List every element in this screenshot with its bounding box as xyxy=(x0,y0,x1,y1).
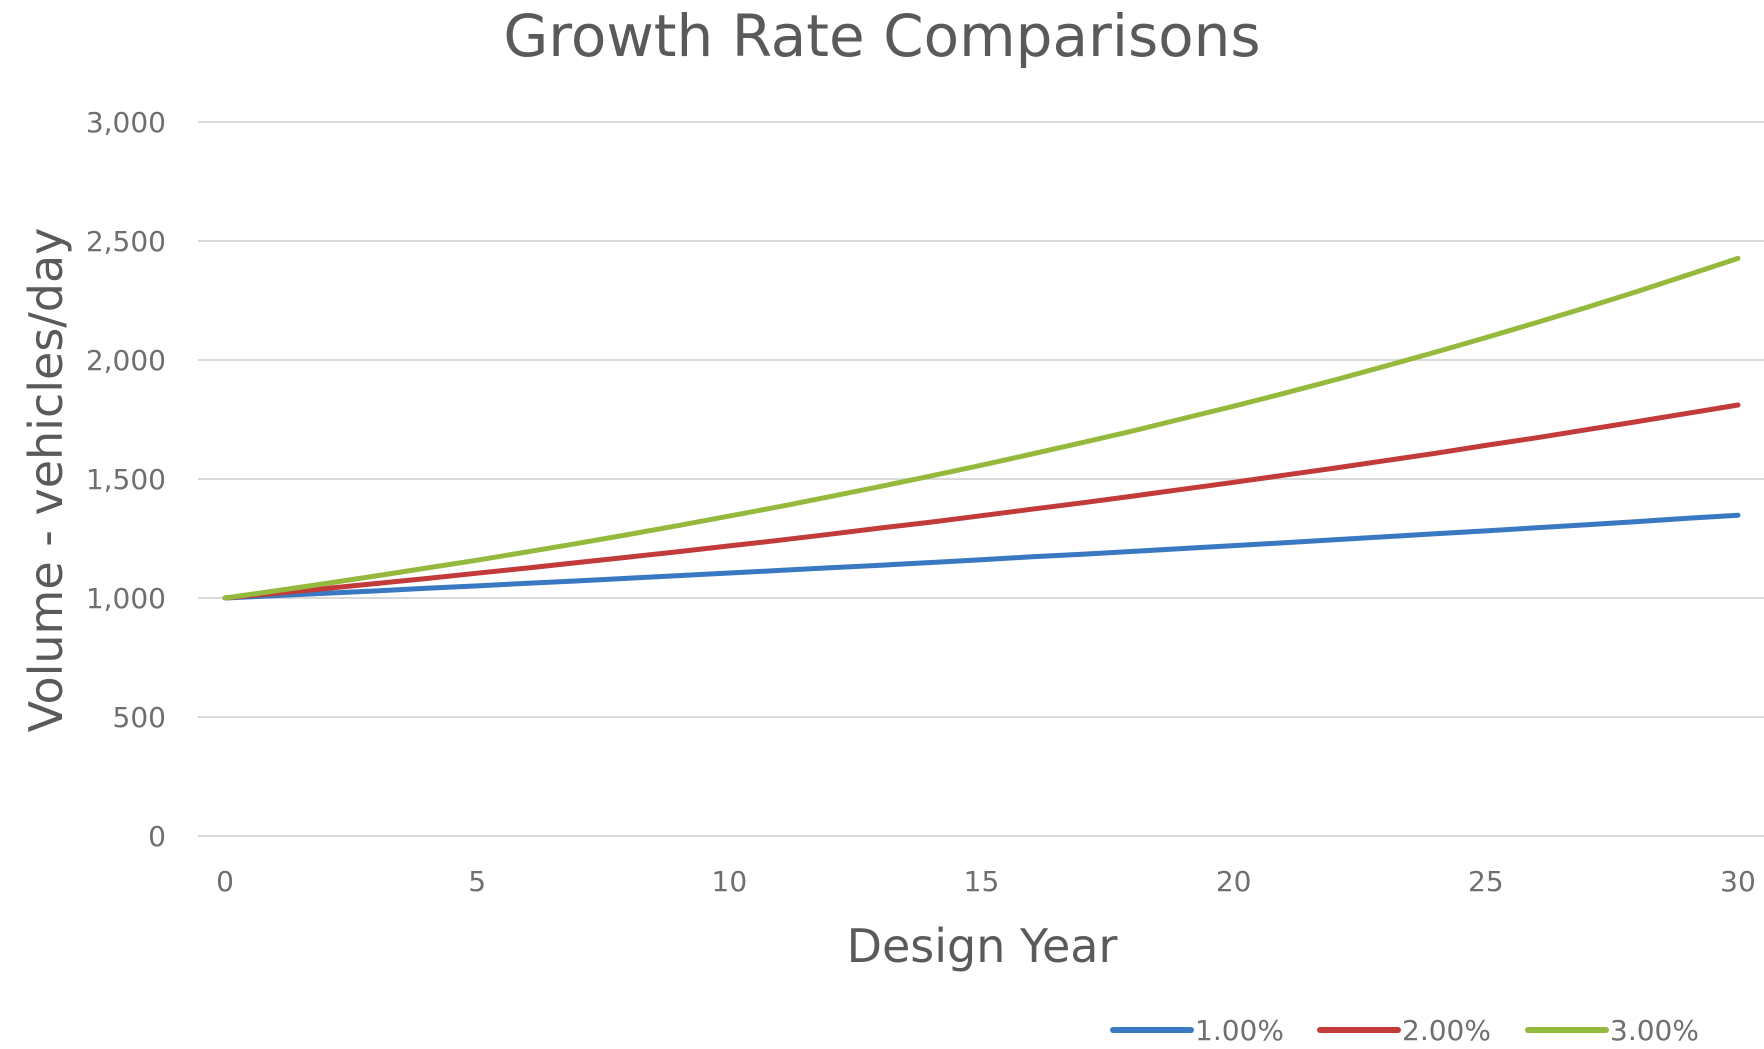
y-tick-label: 1,500 xyxy=(86,463,166,496)
series-line-1 xyxy=(222,512,1741,601)
series-line-3 xyxy=(222,255,1741,601)
x-tick-label: 10 xyxy=(712,865,748,898)
y-tick-label: 1,000 xyxy=(86,582,166,615)
legend-label-2: 2.00% xyxy=(1402,1014,1491,1047)
x-tick-label: 15 xyxy=(964,865,1000,898)
x-tick-label: 20 xyxy=(1216,865,1252,898)
x-tick-label: 25 xyxy=(1468,865,1504,898)
y-axis-tick-labels: 0 500 1,000 1,500 2,000 2,500 3,000 xyxy=(86,106,166,853)
x-tick-label: 0 xyxy=(216,865,234,898)
legend: 1.00% 2.00% 3.00% xyxy=(1110,1014,1699,1047)
x-axis-title: Design Year xyxy=(847,919,1118,973)
series-line-2 xyxy=(222,402,1741,601)
y-tick-label: 0 xyxy=(148,820,166,853)
y-tick-label: 2,500 xyxy=(86,225,166,258)
chart-title: Growth Rate Comparisons xyxy=(503,2,1260,70)
series-lines xyxy=(222,255,1741,601)
x-axis-tick-labels: 0 5 10 15 20 25 30 xyxy=(216,865,1756,898)
y-axis-title: Volume - vehicles/day xyxy=(19,228,73,733)
x-tick-label: 5 xyxy=(468,865,486,898)
y-tick-label: 3,000 xyxy=(86,106,166,139)
legend-label-3: 3.00% xyxy=(1610,1014,1699,1047)
y-tick-label: 2,000 xyxy=(86,344,166,377)
y-tick-label: 500 xyxy=(113,701,166,734)
gridlines xyxy=(198,121,1764,837)
legend-label-1: 1.00% xyxy=(1195,1014,1284,1047)
x-tick-label: 30 xyxy=(1720,865,1756,898)
